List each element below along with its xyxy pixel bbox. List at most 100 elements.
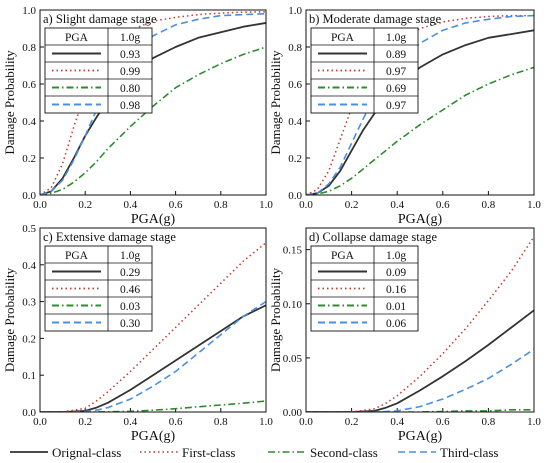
plot-frame — [39, 9, 267, 196]
legend-table-value: 0.80 — [120, 83, 140, 95]
legend-label-first-class: First-class — [182, 445, 235, 460]
series-line-first-class — [306, 14, 534, 195]
series-line-third-class — [40, 12, 266, 195]
series-line-third-class — [40, 300, 266, 412]
legend-table-header: 1.0g — [120, 32, 140, 44]
x-tick-label: 1.0 — [527, 416, 541, 428]
x-axis-label: PGA(g) — [398, 212, 443, 227]
y-tick-label: 0.05 — [283, 353, 303, 365]
y-tick-label: 0.3 — [22, 297, 36, 309]
legend-table-value: 0.46 — [120, 284, 140, 296]
x-tick-label: 0.8 — [214, 199, 228, 211]
legend-table-value: 0.01 — [386, 301, 406, 313]
x-tick-label: 0.8 — [482, 416, 496, 428]
legend-table-value: 0.98 — [120, 100, 140, 112]
x-tick-label: 0.4 — [124, 199, 138, 211]
legend-label-orignal-class: Orignal-class — [52, 445, 121, 460]
legend-table: PGA 1.0g 0.29 0.46 0.03 0.30 — [44, 245, 153, 332]
plot-frame — [305, 227, 535, 413]
y-tick-label: 0.2 — [22, 153, 36, 165]
x-tick-label: 0.0 — [299, 199, 313, 211]
legend-table-header: PGA — [65, 250, 89, 262]
x-tick-label: 0.0 — [299, 416, 313, 428]
y-tick-label: 1.0 — [288, 5, 302, 17]
y-tick-label: 1.0 — [22, 5, 36, 17]
x-axis-label: PGA(g) — [398, 429, 443, 444]
y-tick-label: 0.1 — [22, 370, 36, 382]
x-tick-label: 0.2 — [345, 416, 359, 428]
legend-table-value: 0.97 — [386, 100, 406, 112]
x-tick-label: 0.4 — [390, 416, 404, 428]
series-line-second-class — [40, 400, 266, 412]
y-axis-label: Damage Probability — [268, 50, 283, 155]
y-tick-label: 0.15 — [283, 245, 303, 257]
x-tick-label: 0.8 — [482, 199, 496, 211]
y-tick-label: 0.4 — [22, 116, 36, 128]
x-tick-label: 0.0 — [33, 416, 47, 428]
x-tick-label: 0.6 — [169, 416, 183, 428]
x-tick-label: 0.6 — [436, 416, 450, 428]
x-axis-label: PGA(g) — [131, 429, 176, 444]
legend-table: PGA 1.0g 0.09 0.16 0.01 0.06 — [310, 245, 419, 332]
y-tick-label: 0.6 — [288, 79, 302, 91]
x-tick-label: 0.4 — [124, 416, 138, 428]
chart-panel-1: 0.0 0.2 0.4 0.6 0.8 1.0 0.0 0.2 0.4 0.6 0.8 1.0 PGA(… — [2, 5, 273, 227]
y-tick-label: 0.5 — [22, 223, 36, 235]
chart-panel-2: 0.0 0.2 0.4 0.6 0.8 1.0 0.0 0.2 0.4 0.6 0.8 1.0 PGA(… — [268, 5, 541, 227]
y-tick-label: 0.0 — [22, 190, 36, 202]
legend-table-value: 0.89 — [386, 49, 406, 61]
legend-table-header: 1.0g — [120, 250, 140, 262]
legend-label-third-class: Third-class — [440, 445, 498, 460]
chart-panel-3: 0.0 0.1 0.2 0.3 0.4 0.5 0.0 0.2 0.4 0.6 0.8 1.0 PGA(… — [2, 223, 273, 444]
x-tick-label: 0.2 — [78, 416, 92, 428]
x-axis-label: PGA(g) — [131, 212, 176, 227]
chart-panel-4: 0.00 0.05 0.10 0.15 0.0 0.2 0.4 0.6 0.8 1.0 PGA(g)… — [268, 227, 541, 444]
legend-table: PGA 1.0g 0.89 0.97 0.69 0.97 — [310, 27, 419, 114]
y-tick-label: 0.0 — [22, 407, 36, 419]
legend-table: PGA 1.0g 0.93 0.99 0.80 0.98 — [44, 27, 153, 114]
y-tick-label: 0.8 — [288, 42, 302, 54]
y-tick-label: 0.8 — [22, 42, 36, 54]
legend-table-value: 0.30 — [120, 318, 140, 330]
y-tick-label: 0.4 — [22, 260, 36, 272]
legend-table-value: 0.69 — [386, 83, 406, 95]
series-line-second-class — [306, 408, 534, 412]
legend-table-value: 0.99 — [120, 66, 140, 78]
x-tick-label: 1.0 — [527, 199, 541, 211]
y-tick-label: 0.6 — [22, 79, 36, 91]
plot-frame — [305, 9, 535, 196]
legend-table-value: 0.03 — [120, 301, 140, 313]
panel-title: c) Extensive damage stage — [43, 230, 176, 244]
x-tick-label: 0.6 — [436, 199, 450, 211]
x-tick-label: 0.6 — [169, 199, 183, 211]
legend-table-value: 0.06 — [386, 318, 406, 330]
x-tick-label: 0.2 — [345, 199, 359, 211]
panel-title: a) Slight damage stage — [43, 12, 157, 26]
series-line-third-class — [306, 348, 534, 412]
y-axis-label: Damage Probability — [2, 267, 17, 372]
panel-title: d) Collapse damage stage — [309, 230, 438, 244]
x-tick-label: 0.0 — [33, 199, 47, 211]
legend-table-value: 0.16 — [386, 284, 406, 296]
panel-title: b) Moderate damage stage — [309, 12, 442, 26]
legend-table-header: PGA — [65, 32, 89, 44]
series-line-second-class — [306, 66, 534, 195]
y-axis-label: Damage Probability — [2, 50, 17, 155]
legend-table-header: PGA — [331, 250, 355, 262]
y-tick-label: 0.2 — [22, 333, 36, 345]
legend-table-header: PGA — [331, 32, 355, 44]
series-line-first-class — [306, 236, 534, 412]
series-line-second-class — [40, 46, 266, 195]
figure-legend: Orignal-class First-class Second-class Thir… — [10, 445, 498, 460]
legend-table-value: 0.09 — [386, 267, 406, 279]
legend-table-value: 0.93 — [120, 49, 140, 61]
legend-label-second-class: Second-class — [310, 445, 378, 460]
x-tick-label: 1.0 — [259, 416, 273, 428]
y-tick-label: 0.00 — [283, 407, 303, 419]
x-tick-label: 0.4 — [390, 199, 404, 211]
series-line-first-class — [40, 242, 266, 412]
y-tick-label: 0.10 — [283, 299, 303, 311]
x-tick-label: 1.0 — [259, 199, 273, 211]
